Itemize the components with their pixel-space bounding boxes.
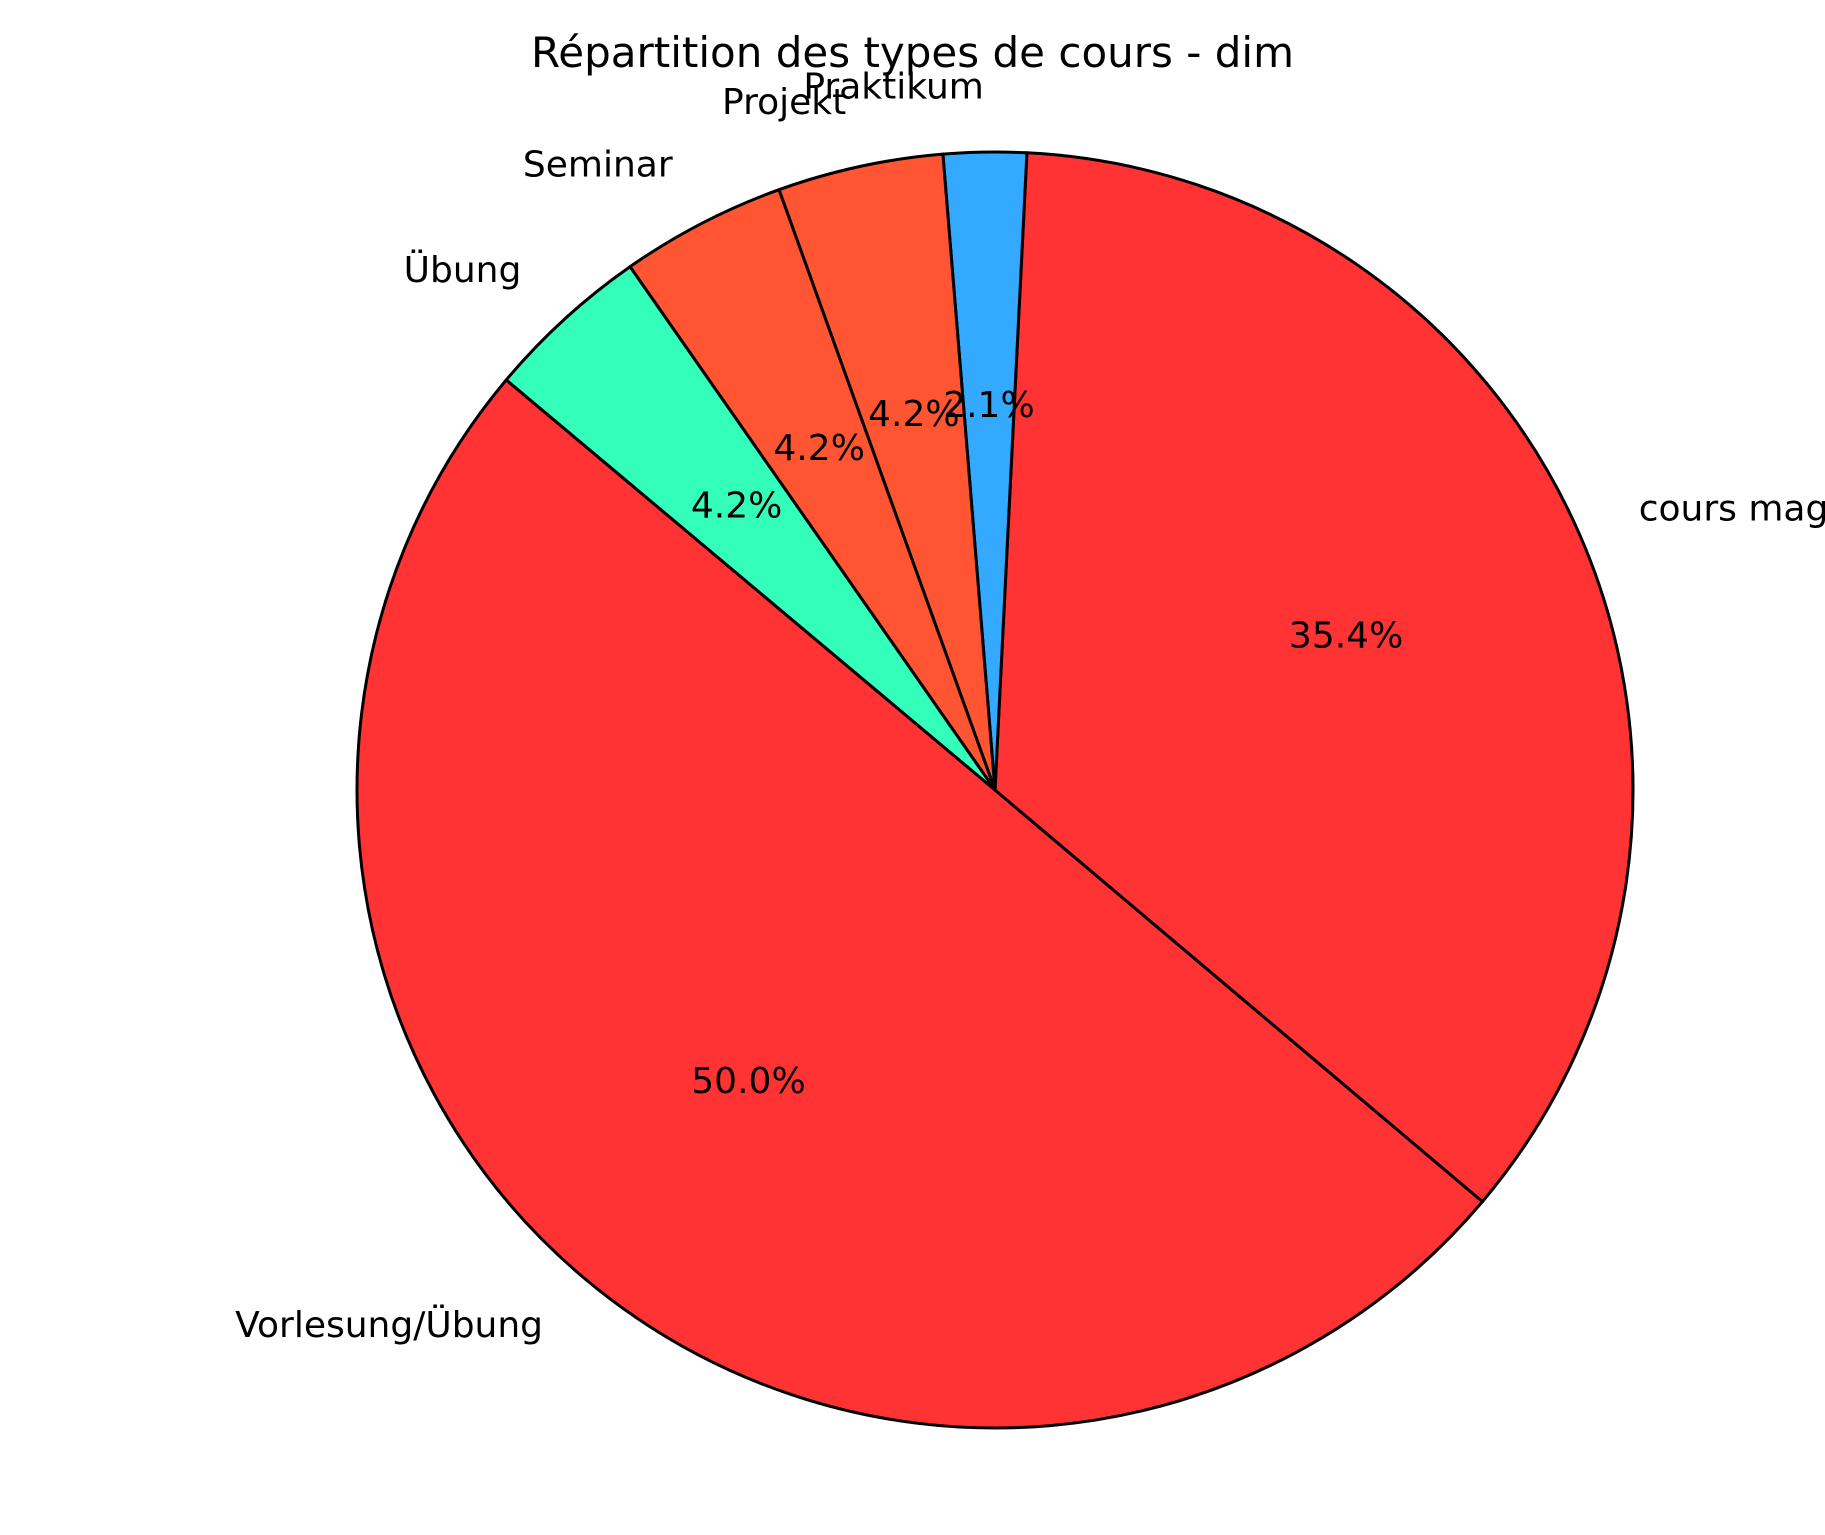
pct-label-praktikum: 2.1%: [943, 385, 1034, 426]
slice-label-cours-magistral: cours magistral: [1639, 488, 1825, 529]
slice-label-ubung: Übung: [404, 249, 522, 291]
slices-layer: [354, 150, 1635, 1431]
pie-slice-vorlesung-ubung: [354, 378, 1484, 1431]
pie-slice-ubung: [504, 265, 997, 792]
labels-layer: Vorlesung/Übung 50.0% cours magistral 35.4%…: [235, 66, 1825, 1346]
slice-label-vorlesung-ubung: Vorlesung/Übung: [235, 1304, 543, 1346]
slice-label-seminar: Seminar: [523, 145, 673, 186]
slice-label-praktikum: Praktikum: [803, 66, 984, 107]
chart-title: Répartition des types de cours - dim: [530, 28, 1295, 77]
pct-label-projekt: 4.2%: [868, 394, 959, 435]
pie-slice-cours-magistral: [993, 151, 1635, 1204]
slice-label-projekt: Projekt: [722, 82, 846, 123]
pct-label-vorlesung-ubung: 50.0%: [691, 1061, 805, 1102]
pct-label-seminar: 4.2%: [773, 428, 864, 469]
pct-label-ubung: 4.2%: [691, 486, 782, 527]
pct-label-cours-magistral: 35.4%: [1289, 616, 1403, 657]
